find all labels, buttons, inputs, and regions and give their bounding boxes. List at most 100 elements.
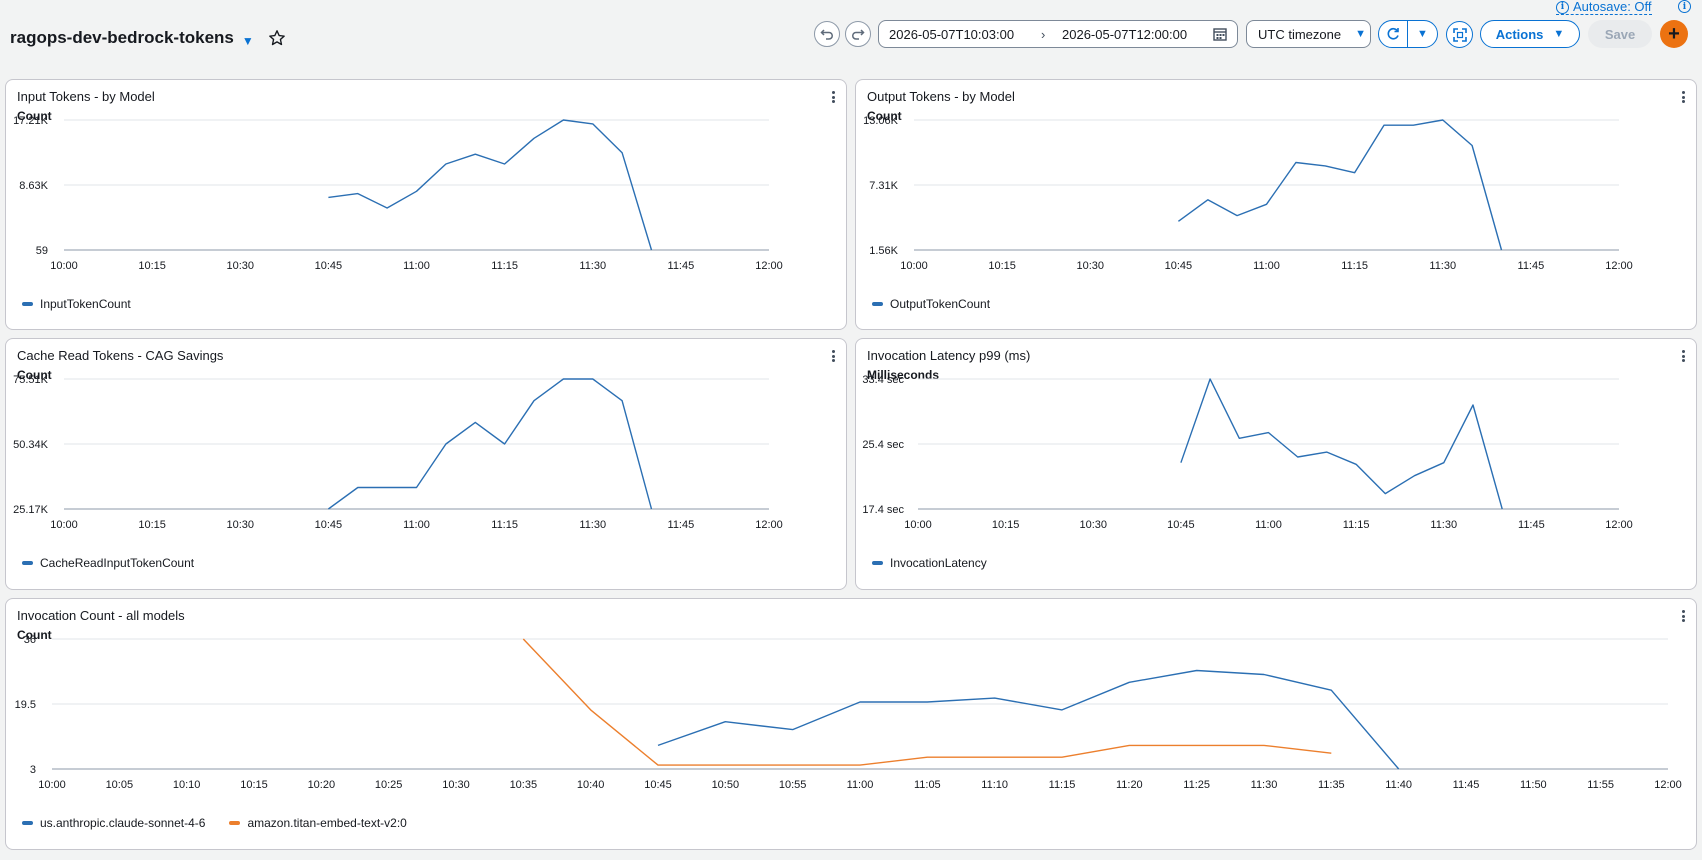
y-tick-label: 75.51K (13, 374, 49, 386)
legend-swatch (22, 821, 33, 825)
actions-button[interactable]: Actions ▼ (1480, 20, 1580, 48)
fullscreen-button[interactable] (1446, 21, 1473, 48)
y-tick-label: 25.17K (13, 504, 49, 516)
y-tick-label: 36 (24, 634, 36, 646)
calendar-icon[interactable] (1213, 27, 1227, 41)
y-tick-label: 8.63K (19, 180, 48, 192)
y-tick-label: 7.31K (869, 180, 898, 192)
x-tick-label: 10:45 (1165, 260, 1193, 272)
x-tick-label: 11:35 (1318, 779, 1345, 791)
more-options-icon[interactable] (1678, 608, 1688, 624)
series-line[interactable] (522, 638, 1332, 766)
x-tick-label: 11:45 (1453, 779, 1480, 791)
x-tick-label: 12:00 (755, 519, 783, 531)
x-tick-label: 11:05 (914, 779, 941, 791)
x-tick-label: 11:40 (1385, 779, 1412, 791)
legend-item[interactable]: InvocationLatency (872, 556, 987, 570)
y-tick-label: 59 (36, 245, 48, 257)
widget-output-tokens: Output Tokens - by Model Count 13.06K 7.3… (855, 79, 1697, 330)
save-button[interactable]: Save (1588, 20, 1652, 48)
series-line[interactable] (328, 119, 653, 251)
undo-button[interactable] (814, 21, 840, 47)
y-tick-label: 25.4 sec (862, 439, 904, 451)
x-tick-label: 10:45 (1167, 519, 1195, 531)
x-tick-label: 11:20 (1116, 779, 1143, 791)
refresh-button-group[interactable]: ▼ (1378, 20, 1438, 48)
refresh-icon (1387, 27, 1399, 40)
x-tick-label: 11:45 (668, 260, 695, 272)
x-tick-label: 11:30 (579, 260, 606, 272)
dashboard-title-text: ragops-dev-bedrock-tokens (10, 28, 234, 47)
legend-item[interactable]: CacheReadInputTokenCount (22, 556, 194, 570)
series-line[interactable] (327, 378, 653, 510)
x-tick-label: 12:00 (1605, 260, 1633, 272)
redo-button[interactable] (845, 21, 871, 47)
legend-item[interactable]: OutputTokenCount (872, 297, 990, 311)
x-tick-label: 10:45 (315, 519, 343, 531)
y-tick-label: 17.21K (13, 115, 49, 127)
widget-invocation-latency: Invocation Latency p99 (ms) Milliseconds… (855, 338, 1697, 590)
date-range-picker[interactable]: 2026-05-07T10:03:00 › 2026-05-07T12:00:0… (878, 20, 1238, 48)
add-widget-button[interactable]: + (1660, 20, 1688, 48)
series-line[interactable] (1177, 119, 1503, 251)
date-end[interactable]: 2026-05-07T12:00:00 (1062, 26, 1188, 42)
refresh-button[interactable] (1379, 21, 1408, 47)
more-options-icon[interactable] (828, 348, 838, 364)
autosave-link[interactable]: i Autosave: Off (1556, 0, 1652, 15)
x-tick-label: 11:45 (1518, 260, 1545, 272)
more-options-icon[interactable] (828, 89, 838, 105)
x-tick-label: 12:00 (1605, 519, 1633, 531)
x-tick-label: 10:15 (138, 260, 166, 272)
x-tick-label: 10:00 (900, 260, 928, 272)
y-axis-title: Count (17, 368, 52, 382)
x-tick-label: 10:30 (1076, 260, 1104, 272)
refresh-interval-dropdown[interactable]: ▼ (1408, 21, 1437, 47)
y-axis-title: Count (17, 628, 52, 642)
x-tick-label: 10:30 (442, 779, 470, 791)
x-tick-label: 11:30 (1251, 779, 1278, 791)
widget-title: Output Tokens - by Model (867, 89, 1015, 104)
fullscreen-icon (1452, 27, 1467, 42)
star-icon[interactable] (268, 29, 286, 47)
dashboard-title[interactable]: ragops-dev-bedrock-tokens ▼ (10, 28, 286, 48)
info-icon[interactable]: i (1678, 0, 1691, 13)
more-options-icon[interactable] (1678, 89, 1688, 105)
timezone-label: UTC timezone (1258, 26, 1342, 42)
legend-item[interactable]: amazon.titan-embed-text-v2:0 (229, 816, 407, 830)
x-tick-label: 10:00 (904, 519, 932, 531)
x-tick-label: 12:00 (1654, 779, 1682, 791)
x-tick-label: 10:15 (992, 519, 1020, 531)
x-tick-label: 10:45 (315, 260, 343, 272)
x-tick-label: 10:45 (644, 779, 672, 791)
y-tick-label: 19.5 (15, 699, 36, 711)
x-tick-label: 11:25 (1183, 779, 1210, 791)
legend: InvocationLatency (872, 556, 987, 570)
chevron-down-icon[interactable]: ▼ (241, 34, 254, 48)
x-tick-label: 11:15 (1049, 779, 1076, 791)
widget-cache-read-tokens: Cache Read Tokens - CAG Savings Count 75… (5, 338, 847, 590)
legend-swatch (22, 302, 33, 306)
x-tick-label: 11:00 (403, 260, 430, 272)
series-line[interactable] (657, 669, 1400, 770)
x-tick-label: 10:30 (1079, 519, 1107, 531)
date-start[interactable]: 2026-05-07T10:03:00 (889, 26, 1015, 42)
legend-item[interactable]: us.anthropic.claude-sonnet-4-6 (22, 816, 205, 830)
x-tick-label: 11:30 (579, 519, 606, 531)
more-options-icon[interactable] (1678, 348, 1688, 364)
x-tick-label: 11:30 (1429, 260, 1456, 272)
x-tick-label: 10:55 (779, 779, 807, 791)
x-tick-label: 11:15 (1341, 260, 1368, 272)
x-tick-label: 10:50 (712, 779, 740, 791)
legend-item[interactable]: InputTokenCount (22, 297, 131, 311)
legend-label: InputTokenCount (40, 297, 131, 311)
legend-swatch (22, 561, 33, 565)
x-tick-label: 10:40 (577, 779, 605, 791)
caret-down-icon: ▼ (1355, 28, 1366, 40)
x-tick-label: 11:55 (1587, 779, 1614, 791)
x-tick-label: 11:15 (1343, 519, 1370, 531)
series-line[interactable] (1180, 378, 1503, 510)
timezone-select[interactable]: UTC timezone ▼ (1246, 20, 1371, 48)
chart-invocation-count: 36 19.5 310:00 10:05 10:10 10:15 10:20 10:25 10:… (15, 634, 1682, 791)
